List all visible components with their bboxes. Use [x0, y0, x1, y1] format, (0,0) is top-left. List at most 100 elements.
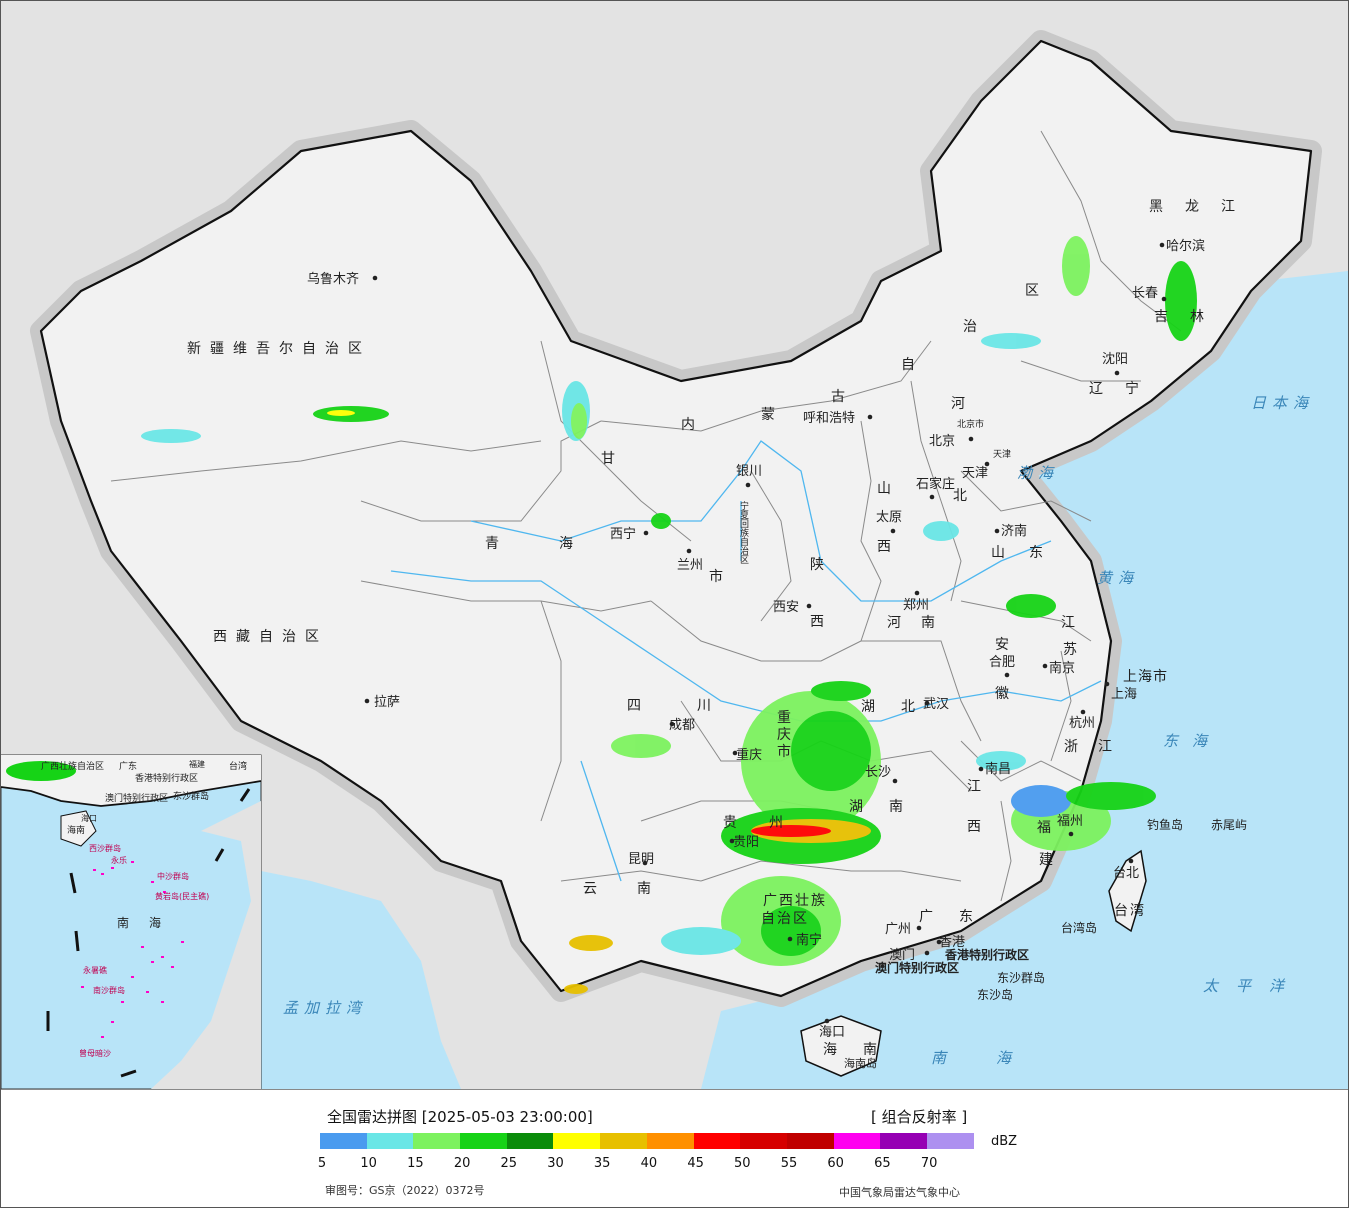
- legend-tick-label: 15: [407, 1156, 424, 1171]
- legend-swatch: [833, 1133, 881, 1149]
- legend-tick-label: 10: [360, 1156, 377, 1171]
- city-hongkong: 香港: [939, 935, 965, 950]
- label-xinjiang: 新疆维吾尔自治区: [187, 341, 371, 357]
- radar-echoes: [141, 236, 1197, 994]
- legend-swatch: [506, 1133, 554, 1149]
- label-zhejiang: 浙江: [1064, 739, 1132, 755]
- label-neimenggu-4: 自: [901, 357, 924, 373]
- legend-swatch: [740, 1133, 787, 1149]
- label-qinghai: 青海: [485, 536, 633, 552]
- city-harbin: 哈尔滨: [1166, 238, 1205, 254]
- label-hainan-1: 海: [823, 1042, 846, 1058]
- city-shanghai: 上海: [1111, 687, 1137, 702]
- credit-label: 中国气象局雷达气象中心: [839, 1186, 960, 1199]
- legend-swatch: [926, 1133, 974, 1149]
- legend-swatch: [786, 1133, 834, 1149]
- label-sichuan-1: 四: [627, 698, 650, 714]
- legend-tick-label: 40: [640, 1156, 658, 1171]
- inset-huangyan: 黄岩岛(民主礁): [155, 891, 209, 901]
- label-hunan-2: 南: [889, 799, 912, 815]
- label-jiangxi-1: 江: [967, 779, 990, 795]
- label-shanxi-1: 山: [877, 481, 900, 497]
- city-kunming: 昆明: [628, 852, 654, 867]
- legend-tick-label: 20: [453, 1156, 471, 1171]
- label-chongqing-3: 市: [777, 743, 800, 760]
- label-jiangsu-1: 江: [1061, 615, 1084, 631]
- city-chiwei: 赤尾屿: [1211, 818, 1247, 832]
- label-chongqing-1: 重: [777, 710, 800, 726]
- label-jiangsu-2: 苏: [1063, 642, 1086, 658]
- label-fujian-1: 福: [1037, 820, 1060, 836]
- sea-huanghai: 黄海: [1097, 569, 1139, 587]
- city-beijing: 北京: [929, 434, 955, 449]
- label-jilin: 吉林: [1154, 309, 1226, 325]
- city-taiwan-dao: 台湾岛: [1061, 920, 1097, 935]
- sea-bengal: 孟加拉湾: [283, 999, 367, 1017]
- inset-dongsha: 东沙群岛: [173, 790, 209, 802]
- label-shandong: 山东: [991, 545, 1067, 561]
- legend-tick-label: 25: [500, 1156, 518, 1171]
- bay-of-bengal: [261, 871, 461, 1089]
- label-hk-sar: 香港特别行政区: [944, 947, 1029, 962]
- city-yinchuan: 银川: [736, 464, 762, 479]
- city-chengdu: 成都: [669, 718, 695, 733]
- legend-tick-label: 30: [547, 1156, 564, 1171]
- legend-swatch: [600, 1133, 647, 1149]
- legend-tick-label: 35: [593, 1156, 611, 1171]
- label-henan: 河南: [887, 615, 955, 631]
- city-taiyuan: 太原: [876, 510, 902, 525]
- label-shaanxi-1: 陕: [810, 557, 833, 573]
- city-guangzhou: 广州: [885, 922, 911, 937]
- city-markers: [364, 242, 1167, 1024]
- inset-zhongsha: 中沙群岛: [157, 871, 189, 881]
- city-diaoyu: 钓鱼岛: [1147, 817, 1183, 832]
- nanhai-inset: 广西壮族自治区 广东 福建 台湾 香港特别行政区 澳门特别行政区 东沙群岛 海南…: [1, 754, 262, 1089]
- city-hefei: 合肥: [989, 655, 1015, 670]
- label-xizang: 西藏自治区: [213, 629, 328, 645]
- city-tianjin: 天津: [962, 466, 988, 481]
- label-chongqing-2: 庆: [777, 727, 800, 743]
- city-xian: 西安: [773, 600, 799, 615]
- city-changsha: 长沙: [865, 765, 891, 780]
- inset-hainan: 海南: [67, 824, 85, 836]
- label-gansu-city: 市: [709, 568, 732, 585]
- city-shijiazhuang: 石家庄: [916, 476, 955, 492]
- rivers: [390, 440, 1102, 882]
- label-heilongjiang: 黑龙江: [1149, 199, 1257, 215]
- sea-japan: 日本海: [1251, 394, 1314, 412]
- legend-unit: dBZ: [991, 1134, 1018, 1149]
- inset-haikou: 海口: [81, 813, 97, 823]
- label-guangxi-1: 广西壮族: [763, 893, 827, 909]
- label-hunan-1: 湖: [849, 799, 872, 815]
- legend-tick-label: 45: [687, 1156, 704, 1171]
- city-chongqing: 重庆: [736, 747, 762, 763]
- inset-yongshu: 永暑礁: [83, 965, 107, 975]
- inset-taiwan: 台湾: [229, 760, 247, 772]
- legend-swatch: [553, 1133, 601, 1149]
- legend-swatch: [460, 1133, 507, 1149]
- legend-swatch: [366, 1133, 414, 1149]
- city-changchun: 长春: [1132, 286, 1158, 301]
- hainan-island: [800, 1015, 882, 1077]
- legend-tick-label: 50: [734, 1156, 751, 1171]
- city-xining: 西宁: [610, 526, 636, 542]
- label-hainan-2: 南: [863, 1042, 886, 1058]
- ocean: [701, 271, 1348, 1089]
- legend-panel: 全国雷达拼图 [2025-05-03 23:00:00] [ 组合反射率 ] d…: [1, 1089, 1348, 1207]
- sea-taipingyang: 太平洋: [1203, 977, 1302, 995]
- label-neimenggu-1: 内: [681, 417, 704, 433]
- label-anhui-2: 徽: [995, 686, 1018, 702]
- legend-color-bar: [320, 1133, 974, 1149]
- label-hubei: 湖北: [861, 699, 941, 715]
- label-ningxia: 宁夏回族自治区: [738, 500, 749, 564]
- inset-nanhai: 南海: [117, 915, 181, 930]
- label-guizhou-2: 州: [769, 815, 792, 831]
- city-hainan-dao: 海南岛: [844, 1056, 877, 1070]
- city-guiyang: 贵阳: [733, 835, 759, 850]
- city-shenyang: 沈阳: [1102, 352, 1128, 367]
- label-shanxi-2: 西: [877, 539, 900, 555]
- legend-product: [ 组合反射率 ]: [871, 1108, 968, 1126]
- inset-hk: 香港特别行政区: [135, 772, 198, 784]
- label-taiwan: 台湾: [1114, 902, 1146, 919]
